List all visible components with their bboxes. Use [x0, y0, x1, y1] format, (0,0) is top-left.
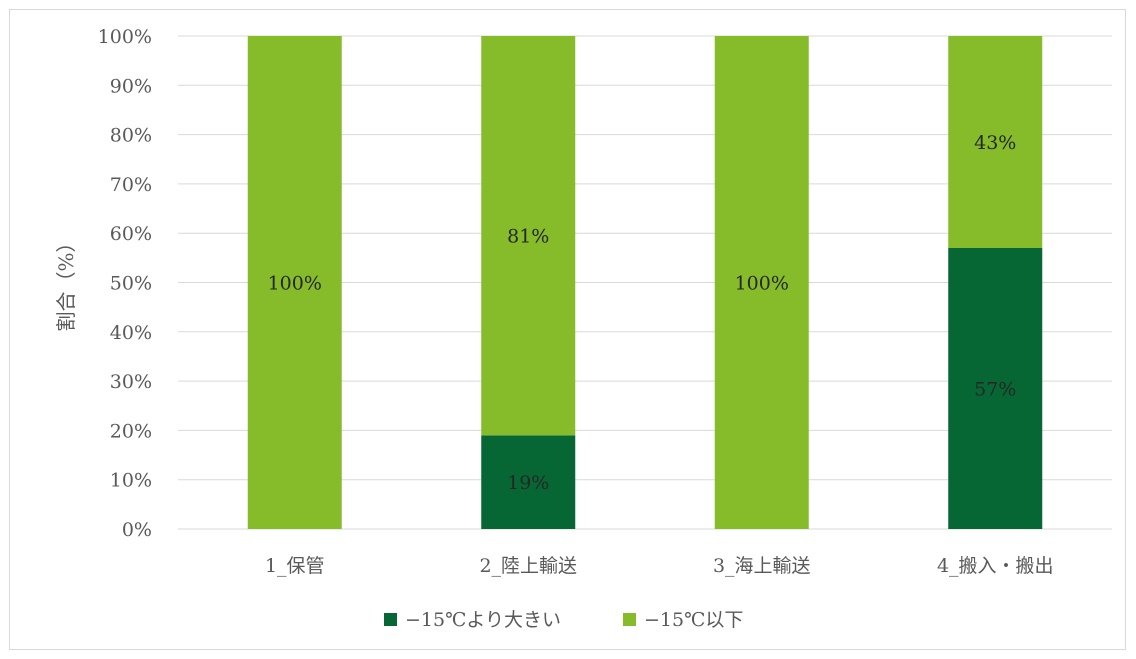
bar-segment [948, 247, 1043, 530]
bar-segment [481, 435, 576, 529]
bar-segment [247, 36, 342, 529]
data-labels: 100% 19% 81% 100% 57% 43% [268, 132, 1017, 494]
y-tick-label: 10% [110, 470, 152, 492]
y-tick-label: 40% [110, 322, 152, 344]
legend-swatch [623, 613, 636, 626]
x-category-label: 4_搬入・搬出 [937, 555, 1054, 577]
legend-label: −15℃より大きい [405, 609, 561, 631]
x-category-label: 2_陸上輸送 [479, 555, 577, 577]
bar-segment [714, 36, 809, 529]
legend: −15℃より大きい −15℃以下 [384, 609, 743, 631]
y-tick-label: 60% [110, 223, 152, 245]
y-tick-label: 20% [110, 420, 152, 442]
y-axis-label: 割合（%） [54, 232, 78, 331]
y-tick-label: 100% [98, 26, 152, 48]
x-category-label: 3_海上輸送 [713, 555, 811, 577]
y-tick-label: 70% [110, 174, 152, 196]
data-label: 43% [974, 132, 1016, 154]
data-label: 100% [735, 273, 789, 295]
bar-segment [948, 36, 1043, 248]
y-tick-label: 0% [122, 519, 152, 541]
data-label: 100% [268, 273, 322, 295]
bars [247, 36, 1043, 530]
x-category-label: 1_保管 [265, 555, 325, 577]
y-tick-label: 50% [110, 273, 152, 295]
data-label: 57% [974, 378, 1016, 400]
y-tick-label: 30% [110, 371, 152, 393]
bar-segment [481, 36, 576, 436]
y-tick-label: 80% [110, 125, 152, 147]
y-tick-label: 90% [110, 75, 152, 97]
legend-swatch [384, 613, 397, 626]
legend-label: −15℃以下 [644, 609, 743, 631]
data-label: 81% [507, 226, 549, 248]
data-label: 19% [507, 472, 549, 494]
category-labels: 1_保管 2_陸上輸送 3_海上輸送 4_搬入・搬出 [265, 555, 1054, 577]
y-tick-labels: 0% 10% 20% 30% 40% 50% 60% 70% 80% 90% 100% [98, 26, 152, 541]
